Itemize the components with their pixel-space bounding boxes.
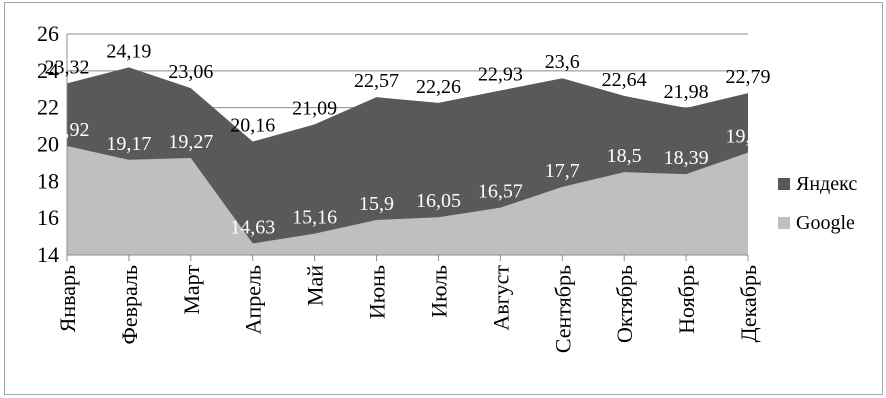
data-label-yandex: 22,79 xyxy=(726,66,771,88)
data-label-yandex: 23,06 xyxy=(168,61,213,83)
x-tick-label: Март xyxy=(179,265,204,315)
data-label-google: 17,7 xyxy=(545,160,580,182)
data-label-google: 18,39 xyxy=(664,147,709,169)
x-tick-label: Август xyxy=(488,265,513,331)
data-label-google: 19,56 xyxy=(726,126,771,148)
data-label-google: 19,17 xyxy=(106,133,151,155)
legend-label: Яндекс xyxy=(796,173,857,195)
x-tick-label: Декабрь xyxy=(736,265,761,342)
data-label-yandex: 22,64 xyxy=(602,69,647,91)
x-tick-label: Ноябрь xyxy=(674,265,699,334)
data-label-yandex: 23,6 xyxy=(545,51,580,73)
data-label-google: 14,63 xyxy=(230,216,275,238)
data-label-yandex: 21,09 xyxy=(292,97,337,119)
data-label-google: 16,57 xyxy=(478,181,523,203)
y-tick-label: 20 xyxy=(37,132,59,157)
data-label-google: 16,05 xyxy=(416,190,461,212)
x-tick-label: Сентябрь xyxy=(550,265,575,353)
data-label-yandex: 24,19 xyxy=(106,40,151,62)
data-label-google: 19,27 xyxy=(168,131,213,153)
y-tick-label: 26 xyxy=(37,21,59,46)
legend-swatch xyxy=(778,217,790,229)
data-label-yandex: 21,98 xyxy=(664,81,709,103)
series-area-google xyxy=(67,145,748,255)
y-tick-label: 14 xyxy=(37,242,59,267)
data-label-yandex: 23,32 xyxy=(45,56,90,78)
data-label-google: 19,92 xyxy=(45,119,90,141)
y-tick-label: 18 xyxy=(37,168,59,193)
data-label-yandex: 22,57 xyxy=(354,70,399,92)
data-label-yandex: 20,16 xyxy=(230,115,275,137)
legend-swatch xyxy=(778,178,790,190)
x-tick-label: Май xyxy=(303,265,328,306)
y-tick-label: 22 xyxy=(37,95,59,120)
x-tick-label: Январь xyxy=(55,265,80,332)
x-tick-label: Апрель xyxy=(241,265,266,334)
data-label-yandex: 22,93 xyxy=(478,64,523,86)
y-tick-label: 24 xyxy=(37,58,59,83)
x-tick-label: Октябрь xyxy=(612,265,637,343)
data-label-google: 15,9 xyxy=(359,193,394,215)
x-tick-label: Июнь xyxy=(365,265,390,319)
x-tick-label: Июль xyxy=(426,265,451,318)
x-tick-label: Февраль xyxy=(117,265,142,345)
data-label-google: 18,5 xyxy=(607,145,642,167)
y-tick-label: 16 xyxy=(37,205,59,230)
data-label-yandex: 22,26 xyxy=(416,76,461,98)
data-label-google: 15,16 xyxy=(292,207,337,229)
legend-label: Google xyxy=(796,212,855,234)
